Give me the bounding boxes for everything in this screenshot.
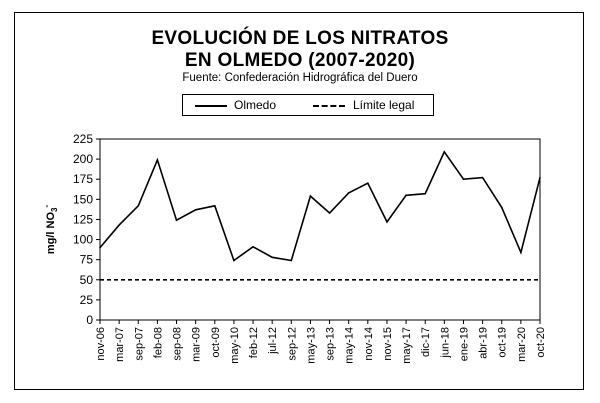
x-tick-label: mar-09	[191, 327, 203, 362]
legend-label-olmedo: Olmedo	[234, 98, 277, 112]
legend: Olmedo Límite legal	[182, 94, 434, 116]
chart-subtitle: Fuente: Confederación Hidrográfica del D…	[182, 72, 418, 84]
x-tick-label: sep-08	[172, 327, 184, 361]
y-tick-label: 225	[73, 132, 93, 146]
y-tick-label: 50	[80, 273, 94, 287]
data-point-olmedo	[309, 195, 312, 197]
x-tick-label: may-14	[344, 327, 356, 364]
y-tick-label: 75	[80, 253, 94, 267]
data-point-olmedo	[328, 212, 331, 214]
data-point-olmedo	[156, 159, 159, 161]
x-tick-label: ene-19	[458, 327, 470, 361]
x-tick-label: oct-20	[535, 327, 547, 358]
data-point-olmedo	[271, 256, 273, 259]
x-tick-label: sep-13	[325, 327, 337, 361]
chart-title-line2: EN OLMEDO (2007-2020)	[184, 50, 416, 71]
data-point-olmedo	[233, 259, 235, 262]
x-tick-label: jul-12	[267, 327, 279, 355]
x-tick-label: may-13	[305, 327, 317, 364]
x-tick-label: sep-12	[286, 327, 298, 361]
x-tick-label: nov-14	[363, 327, 375, 361]
y-tick-label: 200	[73, 152, 93, 166]
data-point-olmedo	[462, 178, 465, 181]
x-tick-label: feb-08	[152, 327, 164, 358]
x-tick-label: nov-06	[95, 327, 107, 361]
x-tick-label: jun-18	[439, 327, 451, 359]
data-point-olmedo	[481, 176, 484, 179]
data-point-olmedo	[175, 219, 178, 222]
legend-swatch-olmedo	[195, 105, 227, 107]
y-tick-label: 175	[73, 172, 93, 186]
series-line-olmedo	[99, 150, 541, 262]
data-point-olmedo	[118, 224, 120, 226]
data-point-olmedo	[520, 251, 522, 254]
data-point-olmedo	[99, 246, 101, 249]
x-tick-label: mar-07	[114, 327, 126, 362]
y-tick-label: 25	[80, 293, 94, 307]
data-point-olmedo	[290, 259, 293, 262]
data-point-olmedo	[213, 204, 216, 207]
data-point-olmedo	[500, 206, 503, 209]
y-tick-label: 150	[73, 192, 93, 206]
legend-label-limite-legal: Límite legal	[353, 98, 415, 112]
data-point-olmedo	[137, 204, 140, 207]
y-tick-label: 100	[73, 233, 93, 247]
x-tick-label: feb-12	[248, 327, 260, 358]
data-point-olmedo	[347, 192, 350, 194]
x-tick-label: oct-19	[497, 327, 509, 358]
plot-area	[99, 138, 541, 321]
x-tick-label: oct-09	[210, 327, 222, 358]
y-tick-label: 125	[73, 212, 93, 226]
data-point-olmedo	[386, 221, 388, 223]
x-tick-label: mar-20	[516, 327, 528, 362]
chart-title-line1: EVOLUCIÓN DE LOS NITRATOS	[151, 28, 449, 49]
y-axis-label: mg/l NO3-	[42, 205, 59, 255]
x-tick-label: may-17	[401, 327, 413, 364]
chart-frame	[14, 12, 584, 390]
legend-swatch-limite-legal	[313, 105, 345, 107]
x-tick-label: sep-07	[133, 327, 145, 361]
data-point-olmedo	[405, 194, 407, 197]
x-tick-label: abr-19	[478, 327, 490, 359]
data-point-olmedo	[194, 208, 197, 211]
x-tick-label: dic-17	[420, 327, 432, 357]
data-point-olmedo	[252, 245, 254, 248]
data-point-olmedo	[424, 192, 427, 195]
x-tick-label: nov-15	[382, 327, 394, 361]
y-tick-label: 0	[86, 313, 93, 327]
data-point-olmedo	[539, 176, 541, 179]
data-point-olmedo	[443, 151, 446, 153]
x-tick-label: may-10	[229, 327, 241, 364]
data-point-olmedo	[367, 182, 369, 185]
